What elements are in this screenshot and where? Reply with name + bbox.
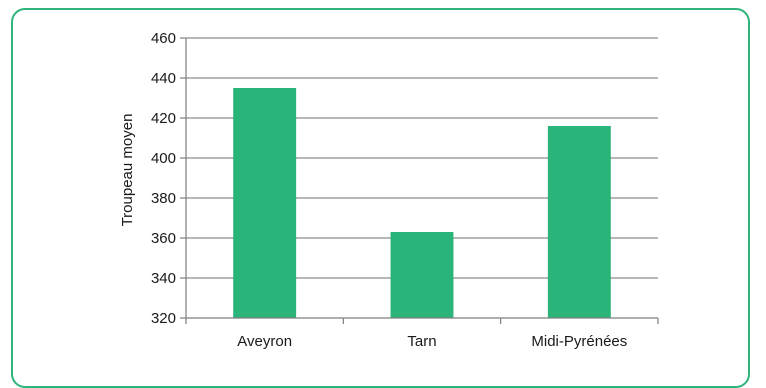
y-tick-label: 380 [151, 190, 176, 207]
bars [233, 88, 611, 318]
y-tick-label: 420 [151, 110, 176, 127]
bar-chart: 320 340 360 380 400 420 440 460 Aveyron Tarn Midi… [119, 30, 659, 350]
x-category-label: Tarn [407, 333, 436, 350]
y-axis-title: Troupeau moyen [119, 114, 136, 227]
bar-midi-pyr-n-es [547, 126, 611, 318]
y-tick-label: 440 [151, 70, 176, 87]
x-category-label: Midi-Pyrénées [531, 333, 627, 350]
x-category-label: Aveyron [237, 333, 292, 350]
y-tick-label: 400 [151, 150, 176, 167]
bar-tarn [390, 232, 454, 318]
x-category-labels: Aveyron Tarn Midi-Pyrénées [237, 333, 627, 350]
y-tick-label: 340 [151, 270, 176, 287]
y-tick-label: 360 [151, 230, 176, 247]
bar-aveyron [233, 88, 297, 318]
y-tick-label: 320 [151, 310, 176, 327]
y-tick-label: 460 [151, 30, 176, 47]
y-tick-labels: 320 340 360 380 400 420 440 460 [151, 30, 176, 327]
axes [180, 37, 659, 324]
